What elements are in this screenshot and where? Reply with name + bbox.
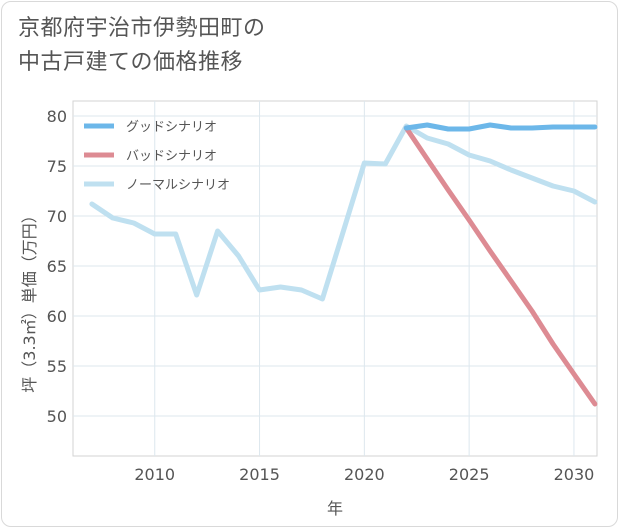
- x-tick-label: 2010: [134, 465, 175, 484]
- chart-title: 京都府宇治市伊勢田町の 中古戸建ての価格推移: [18, 12, 266, 80]
- x-axis-label: 年: [327, 499, 343, 518]
- series-line-2: [403, 125, 598, 407]
- x-tick-label: 2030: [554, 465, 595, 484]
- y-tick-label: 60: [47, 307, 67, 326]
- y-axis-label: 坪（3.3㎡）単価（万円）: [20, 207, 39, 392]
- chart-title-line2: 中古戸建ての価格推移: [18, 50, 244, 75]
- legend-entry: ノーマルシナリオ: [126, 178, 230, 193]
- x-tick-label: 2020: [344, 465, 385, 484]
- y-tick-labels: 50 55 60 65 70 75 80: [47, 107, 67, 426]
- y-tick-label: 80: [47, 107, 67, 126]
- series-lines: [89, 122, 598, 407]
- series-line-3: [89, 123, 598, 302]
- legend-entry: グッドシナリオ: [126, 120, 217, 135]
- y-tick-label: 75: [47, 157, 67, 176]
- y-tick-label: 50: [47, 407, 67, 426]
- x-tick-labels: 2010 2015 2020 2025 2030: [134, 465, 594, 484]
- chart-title-line1: 京都府宇治市伊勢田町の: [18, 16, 266, 41]
- x-tick-label: 2025: [449, 465, 490, 484]
- y-tick-label: 65: [47, 257, 67, 276]
- x-tick-label: 2015: [239, 465, 280, 484]
- legend-entry: バッドシナリオ: [126, 149, 217, 164]
- y-tick-label: 70: [47, 207, 67, 226]
- series-line-1: [403, 122, 598, 132]
- y-tick-label: 55: [47, 357, 67, 376]
